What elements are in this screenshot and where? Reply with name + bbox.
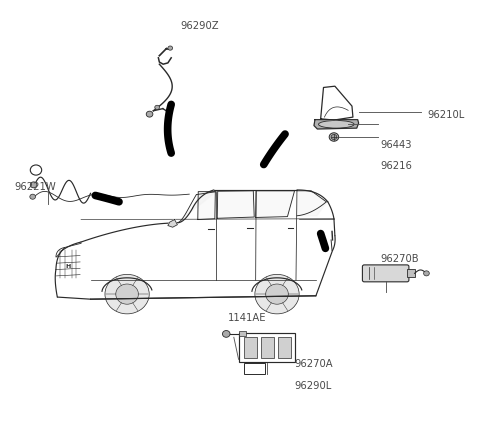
Circle shape bbox=[255, 275, 299, 314]
Ellipse shape bbox=[319, 121, 354, 128]
Text: 96270A: 96270A bbox=[295, 359, 333, 369]
Text: 96270B: 96270B bbox=[380, 254, 419, 264]
Circle shape bbox=[105, 275, 149, 314]
Text: 96210L: 96210L bbox=[427, 110, 465, 120]
FancyBboxPatch shape bbox=[362, 265, 409, 282]
Bar bbox=[407, 269, 415, 278]
Polygon shape bbox=[314, 120, 359, 129]
Text: 96443: 96443 bbox=[380, 139, 411, 150]
Circle shape bbox=[116, 284, 138, 304]
Circle shape bbox=[168, 46, 173, 50]
Bar bbox=[244, 363, 265, 374]
Bar bbox=[278, 337, 291, 358]
Polygon shape bbox=[256, 191, 295, 218]
Circle shape bbox=[30, 182, 37, 188]
Circle shape bbox=[329, 133, 339, 141]
Text: 96290Z: 96290Z bbox=[180, 21, 219, 31]
Bar bbox=[261, 337, 274, 358]
Bar bbox=[244, 337, 257, 358]
Text: H: H bbox=[66, 264, 71, 269]
Text: 96290L: 96290L bbox=[295, 381, 332, 391]
Circle shape bbox=[266, 284, 288, 304]
Bar bbox=[239, 333, 295, 362]
Circle shape bbox=[146, 111, 153, 117]
Text: 1141AE: 1141AE bbox=[228, 313, 266, 323]
Circle shape bbox=[30, 194, 36, 199]
Polygon shape bbox=[178, 192, 216, 223]
Polygon shape bbox=[321, 86, 353, 120]
Circle shape bbox=[222, 330, 230, 337]
Polygon shape bbox=[297, 191, 326, 216]
Polygon shape bbox=[198, 192, 216, 220]
Circle shape bbox=[155, 105, 159, 109]
Bar bbox=[239, 331, 246, 336]
Circle shape bbox=[424, 271, 429, 276]
Polygon shape bbox=[217, 191, 254, 218]
Circle shape bbox=[331, 134, 337, 139]
Text: 96221W: 96221W bbox=[14, 182, 56, 192]
Text: 96216: 96216 bbox=[380, 161, 412, 171]
Polygon shape bbox=[168, 220, 178, 227]
